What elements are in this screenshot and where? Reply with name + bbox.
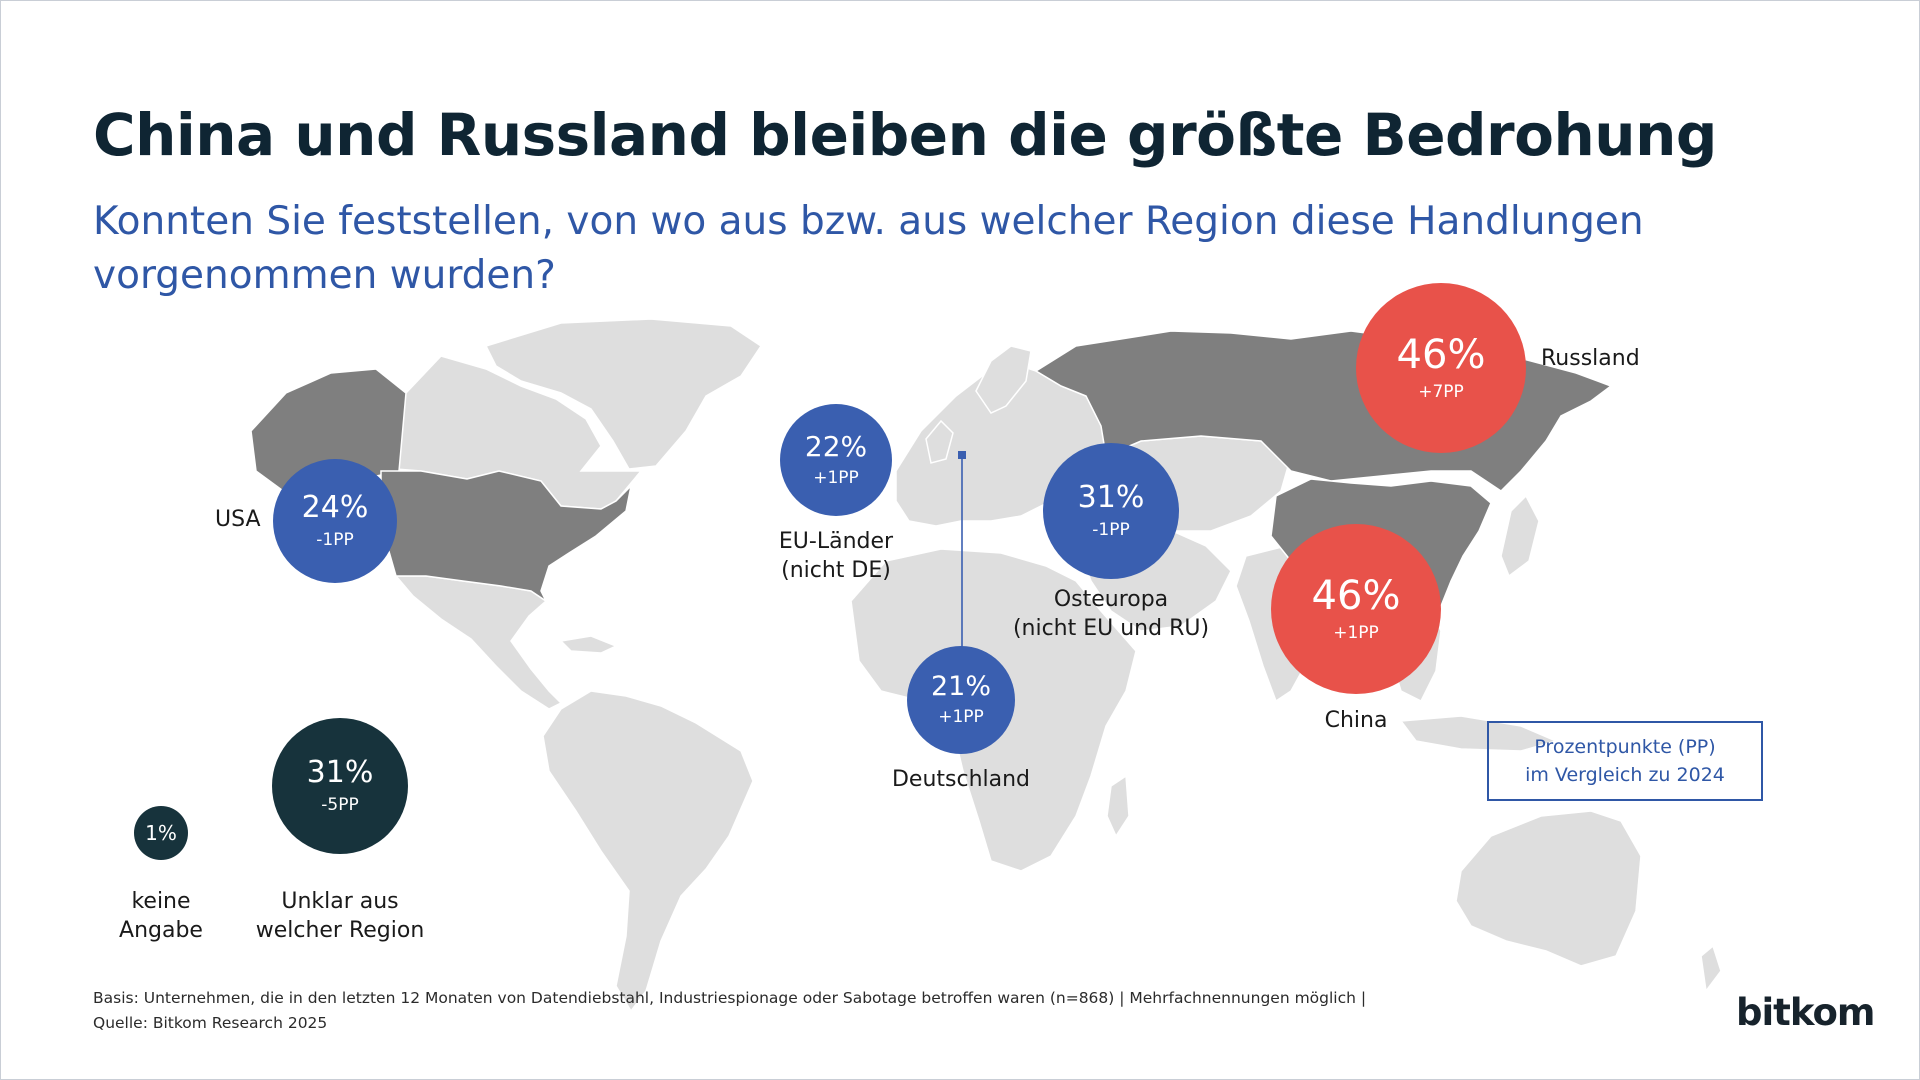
bubble-unklar-value: 31% xyxy=(306,755,374,791)
footnote-basis: Basis: Unternehmen, die in den letzten 1… xyxy=(93,989,1367,1007)
label-eu-line1: EU-Länder xyxy=(778,529,894,554)
deutschland-marker xyxy=(958,451,966,459)
label-keine-angabe: keine Angabe xyxy=(101,887,221,945)
label-russland: Russland xyxy=(1541,346,1640,371)
label-eu: EU-Länder (nicht DE) xyxy=(761,527,911,585)
legend-line2: im Vergleich zu 2024 xyxy=(1525,764,1725,786)
label-unklar: Unklar aus welcher Region xyxy=(245,887,435,945)
label-unklar-line1: Unklar aus xyxy=(281,889,399,914)
legend-line1: Prozentpunkte (PP) xyxy=(1534,736,1716,758)
bubble-russland: 46% +7PP xyxy=(1356,283,1526,453)
label-china: China xyxy=(1324,708,1388,733)
label-deutschland: Deutschland xyxy=(891,767,1031,792)
bubble-osteuropa: 31% -1PP xyxy=(1043,443,1179,579)
label-osteuropa-line2: (nicht EU und RU) xyxy=(1012,616,1210,641)
uk-shape xyxy=(925,419,954,464)
label-unklar-line2: welcher Region xyxy=(255,918,425,943)
label-osteuropa-line1: Osteuropa xyxy=(1053,587,1169,612)
bubble-russland-value: 46% xyxy=(1396,332,1486,378)
label-osteuropa: Osteuropa (nicht EU und RU) xyxy=(1001,585,1221,643)
usa-shape xyxy=(380,470,633,604)
bubble-deutschland: 21% +1PP xyxy=(907,646,1015,754)
bubble-keine-angabe-value: 1% xyxy=(145,820,177,845)
bubble-osteuropa-value: 31% xyxy=(1077,480,1145,516)
scandinavia-shape xyxy=(975,345,1032,414)
japan-shape xyxy=(1500,494,1540,578)
footnote: Basis: Unternehmen, die in den letzten 1… xyxy=(93,986,1366,1036)
bubble-eu-change: +1PP xyxy=(813,467,859,488)
page-title: China und Russland bleiben die größte Be… xyxy=(93,101,1717,169)
label-eu-line2: (nicht DE) xyxy=(781,558,891,583)
bubble-usa-value: 24% xyxy=(301,490,369,526)
caribbean-shape xyxy=(559,635,618,654)
australia-shape xyxy=(1455,810,1642,967)
page-subtitle: Konnten Sie feststellen, von wo aus bzw.… xyxy=(93,199,1644,298)
bubble-deutschland-change: +1PP xyxy=(938,707,984,728)
bubble-deutschland-value: 21% xyxy=(930,670,991,702)
bubble-eu-value: 22% xyxy=(804,430,868,464)
indonesia-shape xyxy=(1399,715,1559,752)
bubble-russland-change: +7PP xyxy=(1418,382,1464,402)
bubble-unklar: 31% -5PP xyxy=(272,718,408,854)
bubble-china-change: +1PP xyxy=(1333,623,1379,643)
bubble-china-value: 46% xyxy=(1311,573,1401,619)
new-zealand-shape xyxy=(1700,944,1722,993)
greenland-shape xyxy=(484,318,763,470)
bubble-keine-angabe: 1% xyxy=(134,806,188,860)
label-keine-angabe-line1: keine xyxy=(131,889,191,914)
bubble-eu: 22% +1PP xyxy=(780,404,892,516)
legend-box: Prozentpunkte (PP) im Vergleich zu 2024 xyxy=(1487,721,1763,801)
label-usa: USA xyxy=(215,507,261,532)
bubble-usa: 24% -1PP xyxy=(273,459,397,583)
label-keine-angabe-line2: Angabe xyxy=(119,918,203,943)
bitkom-logo: bitkom xyxy=(1736,991,1875,1034)
bubble-usa-change: -1PP xyxy=(316,529,354,550)
mexico-central-america-shape xyxy=(394,575,563,710)
bubble-china: 46% +1PP xyxy=(1271,524,1441,694)
bubble-osteuropa-change: -1PP xyxy=(1092,519,1130,540)
footnote-source: Quelle: Bitkom Research 2025 xyxy=(93,1014,328,1032)
madagascar-shape xyxy=(1106,774,1130,838)
south-america-shape xyxy=(542,690,754,1013)
bubble-unklar-change: -5PP xyxy=(321,794,359,815)
